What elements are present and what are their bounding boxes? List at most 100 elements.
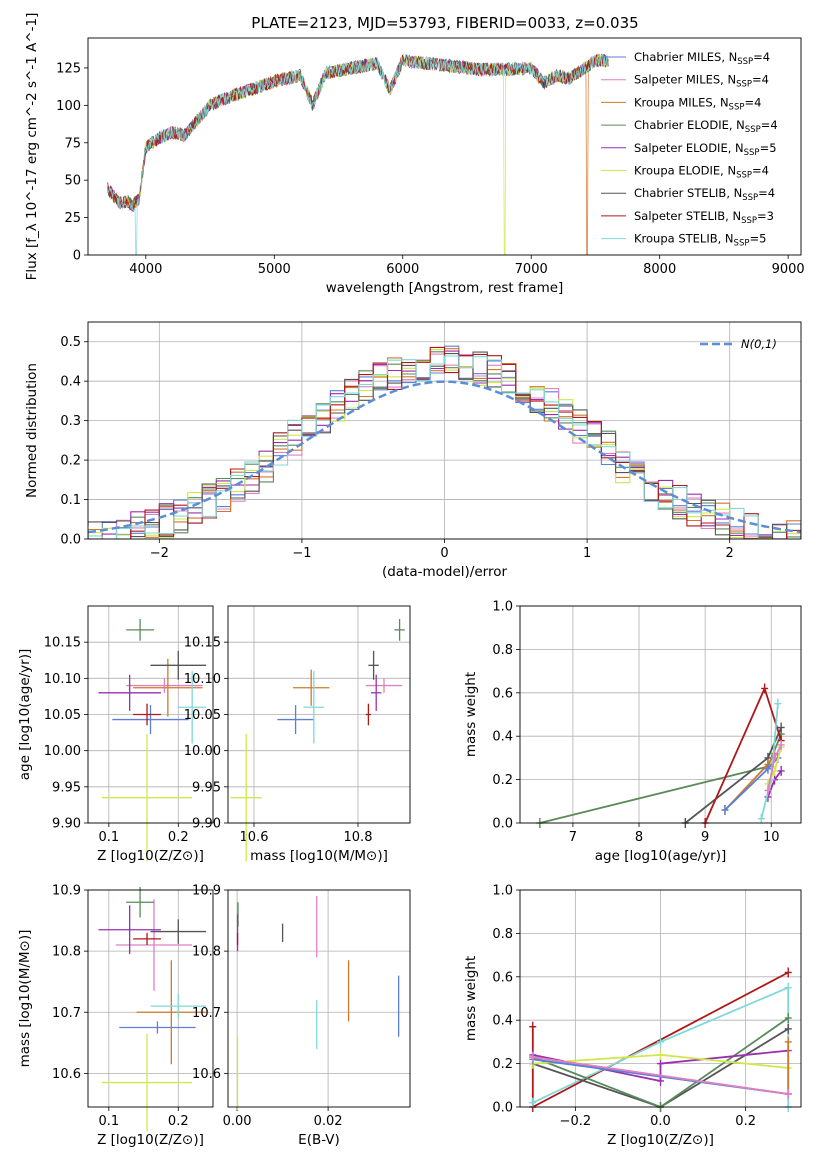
panel-errorbars-5: 0.1 0.2 10.6 10.7 10.8 10.9 Z [log10(Z/Z⊙)] mas…: [17, 884, 214, 1148]
x-axis-label: Z [log10(Z/Z⊙)]: [97, 1132, 204, 1148]
y-tick-label: 10.05: [44, 708, 81, 723]
weight-line: [532, 1056, 789, 1095]
legend-entry: Salpeter ELODIE, NSSP=5: [634, 141, 777, 158]
y-tick-label: 0.0: [492, 817, 513, 832]
x-tick-label: 0.1: [98, 830, 119, 845]
x-tick-label: −0.2: [560, 1114, 592, 1129]
legend-entry: Chabrier MILES, NSSP=4: [634, 50, 770, 67]
x-tick-label: 1: [583, 546, 591, 561]
x-axis-label: mass [log10(M/M⊙)]: [250, 848, 388, 864]
panel-errorbars-3: 10.6 10.8 9.90 9.95 10.00 10.05 10.10 10.15 mass…: [184, 605, 411, 864]
panel-errorbars-2: 0.1 0.2 9.90 9.95 10.00 10.05 10.10 10.15 Z [log…: [17, 605, 214, 864]
x-tick-label: 7: [569, 830, 577, 845]
axes-frame: [519, 889, 802, 1108]
plot-area: [98, 619, 207, 862]
y-tick-label: 10.7: [52, 1006, 81, 1021]
y-tick-label: 10.15: [184, 636, 221, 651]
y-tick-label: 10.9: [52, 884, 81, 899]
y-tick-label: 0.8: [492, 643, 513, 658]
plot-area: [536, 683, 785, 828]
y-tick-label: 0.4: [492, 730, 513, 745]
legend-value: =4: [761, 118, 778, 132]
y-tick-label: 10.00: [184, 744, 221, 759]
legend-subscript: SSP: [737, 57, 753, 67]
y-tick-label: 0.8: [492, 927, 513, 942]
y-tick-label: 0.0: [60, 533, 81, 548]
y-tick-label: 0.4: [492, 1014, 513, 1029]
y-tick-label: 0.2: [492, 773, 513, 788]
legend-subscript: SSP: [742, 193, 758, 203]
y-tick-label: 10.6: [192, 1067, 221, 1082]
y-tick-label: 0.1: [60, 493, 81, 508]
y-tick-label: 1.0: [492, 884, 513, 899]
x-axis-label: Z [log10(Z/Z⊙)]: [607, 1132, 714, 1148]
x-tick-label: 8: [635, 830, 643, 845]
legend-subscript: SSP: [734, 239, 750, 249]
legend-subscript: SSP: [736, 80, 752, 90]
x-tick-label: 10.6: [240, 830, 269, 845]
y-tick-label: 0.0: [492, 1101, 513, 1116]
y-axis-label: mass [log10(M/M⊙)]: [17, 930, 33, 1068]
y-tick-label: 0.2: [60, 454, 81, 469]
y-tick-label: 10.9: [192, 884, 221, 899]
y-tick-label: 10.10: [184, 672, 221, 687]
legend-text: Kroupa ELODIE, N: [634, 164, 736, 178]
x-tick-label: 6000: [386, 262, 419, 277]
x-tick-label: 0.00: [223, 1114, 252, 1129]
y-tick-label: 0.3: [60, 414, 81, 429]
grid: [228, 606, 410, 824]
legend-entry: Kroupa STELIB, NSSP=5: [634, 232, 766, 249]
axes-frame: [87, 889, 214, 1108]
panel-histogram: −2 −1 0 1 2 0.0 0.1 0.2 0.3 0.4 0.5 (data-model)/er…: [24, 321, 802, 580]
figure-title: PLATE=2123, MJD=53793, FIBERID=0033, z=0…: [251, 14, 638, 32]
y-tick-label: 1.0: [492, 600, 513, 615]
y-tick-label: 75: [64, 136, 81, 151]
y-tick-label: 10.05: [184, 708, 221, 723]
grid: [228, 889, 410, 1107]
x-tick-label: 0.2: [168, 1114, 189, 1129]
x-tick-label: −2: [150, 546, 169, 561]
x-tick-label: 4000: [129, 262, 162, 277]
x-axis-label: wavelength [Angstrom, rest frame]: [326, 280, 564, 296]
legend-entry: Salpeter STELIB, NSSP=3: [634, 209, 774, 226]
weight-line: [539, 733, 783, 824]
x-tick-label: 8000: [643, 262, 676, 277]
y-tick-label: 10.15: [44, 636, 81, 651]
legend-subscript: SSP: [736, 171, 752, 181]
legend-entry: N(0,1): [741, 337, 777, 351]
x-tick-label: 0.2: [735, 1114, 756, 1129]
axes-frame: [87, 321, 802, 540]
y-axis-label: Flux [f_λ 10^-17 erg cm^-2 s^-1 A^-1]: [24, 13, 40, 281]
spectrum-line: [106, 53, 609, 255]
x-axis-label: (data-model)/error: [382, 564, 508, 580]
y-axis-label: age [log10(age/yr)]: [17, 649, 33, 781]
x-tick-label: 10: [763, 830, 780, 845]
y-tick-label: 0.6: [492, 686, 513, 701]
y-tick-label: 9.95: [52, 780, 81, 795]
panel-errorbars-6: 0.00 0.02 10.6 10.7 10.8 10.9 E(B-V): [192, 884, 411, 1148]
legend-text: Kroupa MILES, N: [634, 95, 729, 109]
legend-subscript: SSP: [745, 125, 761, 135]
y-tick-label: 10.8: [52, 945, 81, 960]
panel-mass-weight-4: 7 8 9 10 0.0 0.2 0.4 0.6 0.8 1.0 age [log10(age/yr…: [463, 600, 802, 864]
axes-frame: [87, 605, 214, 824]
legend-text: Chabrier ELODIE, N: [634, 118, 745, 132]
y-tick-label: 9.95: [192, 780, 221, 795]
grid: [520, 605, 801, 824]
x-axis-label: E(B-V): [298, 1132, 340, 1148]
x-tick-label: 0: [440, 546, 448, 561]
y-tick-label: 10.8: [192, 945, 221, 960]
legend-text: Salpeter ELODIE, N: [634, 141, 744, 155]
y-tick-label: 0: [73, 249, 81, 264]
legend-value: =4: [752, 164, 769, 178]
legend-value: =4: [752, 73, 769, 87]
legend-value: =5: [760, 141, 777, 155]
legend-text: Chabrier STELIB, N: [634, 186, 742, 200]
legend-value: =4: [753, 50, 770, 64]
legend-entry: Kroupa MILES, NSSP=4: [634, 95, 761, 112]
y-tick-label: 0.6: [492, 970, 513, 985]
plot-area: [88, 345, 801, 539]
y-tick-label: 9.90: [52, 817, 81, 832]
